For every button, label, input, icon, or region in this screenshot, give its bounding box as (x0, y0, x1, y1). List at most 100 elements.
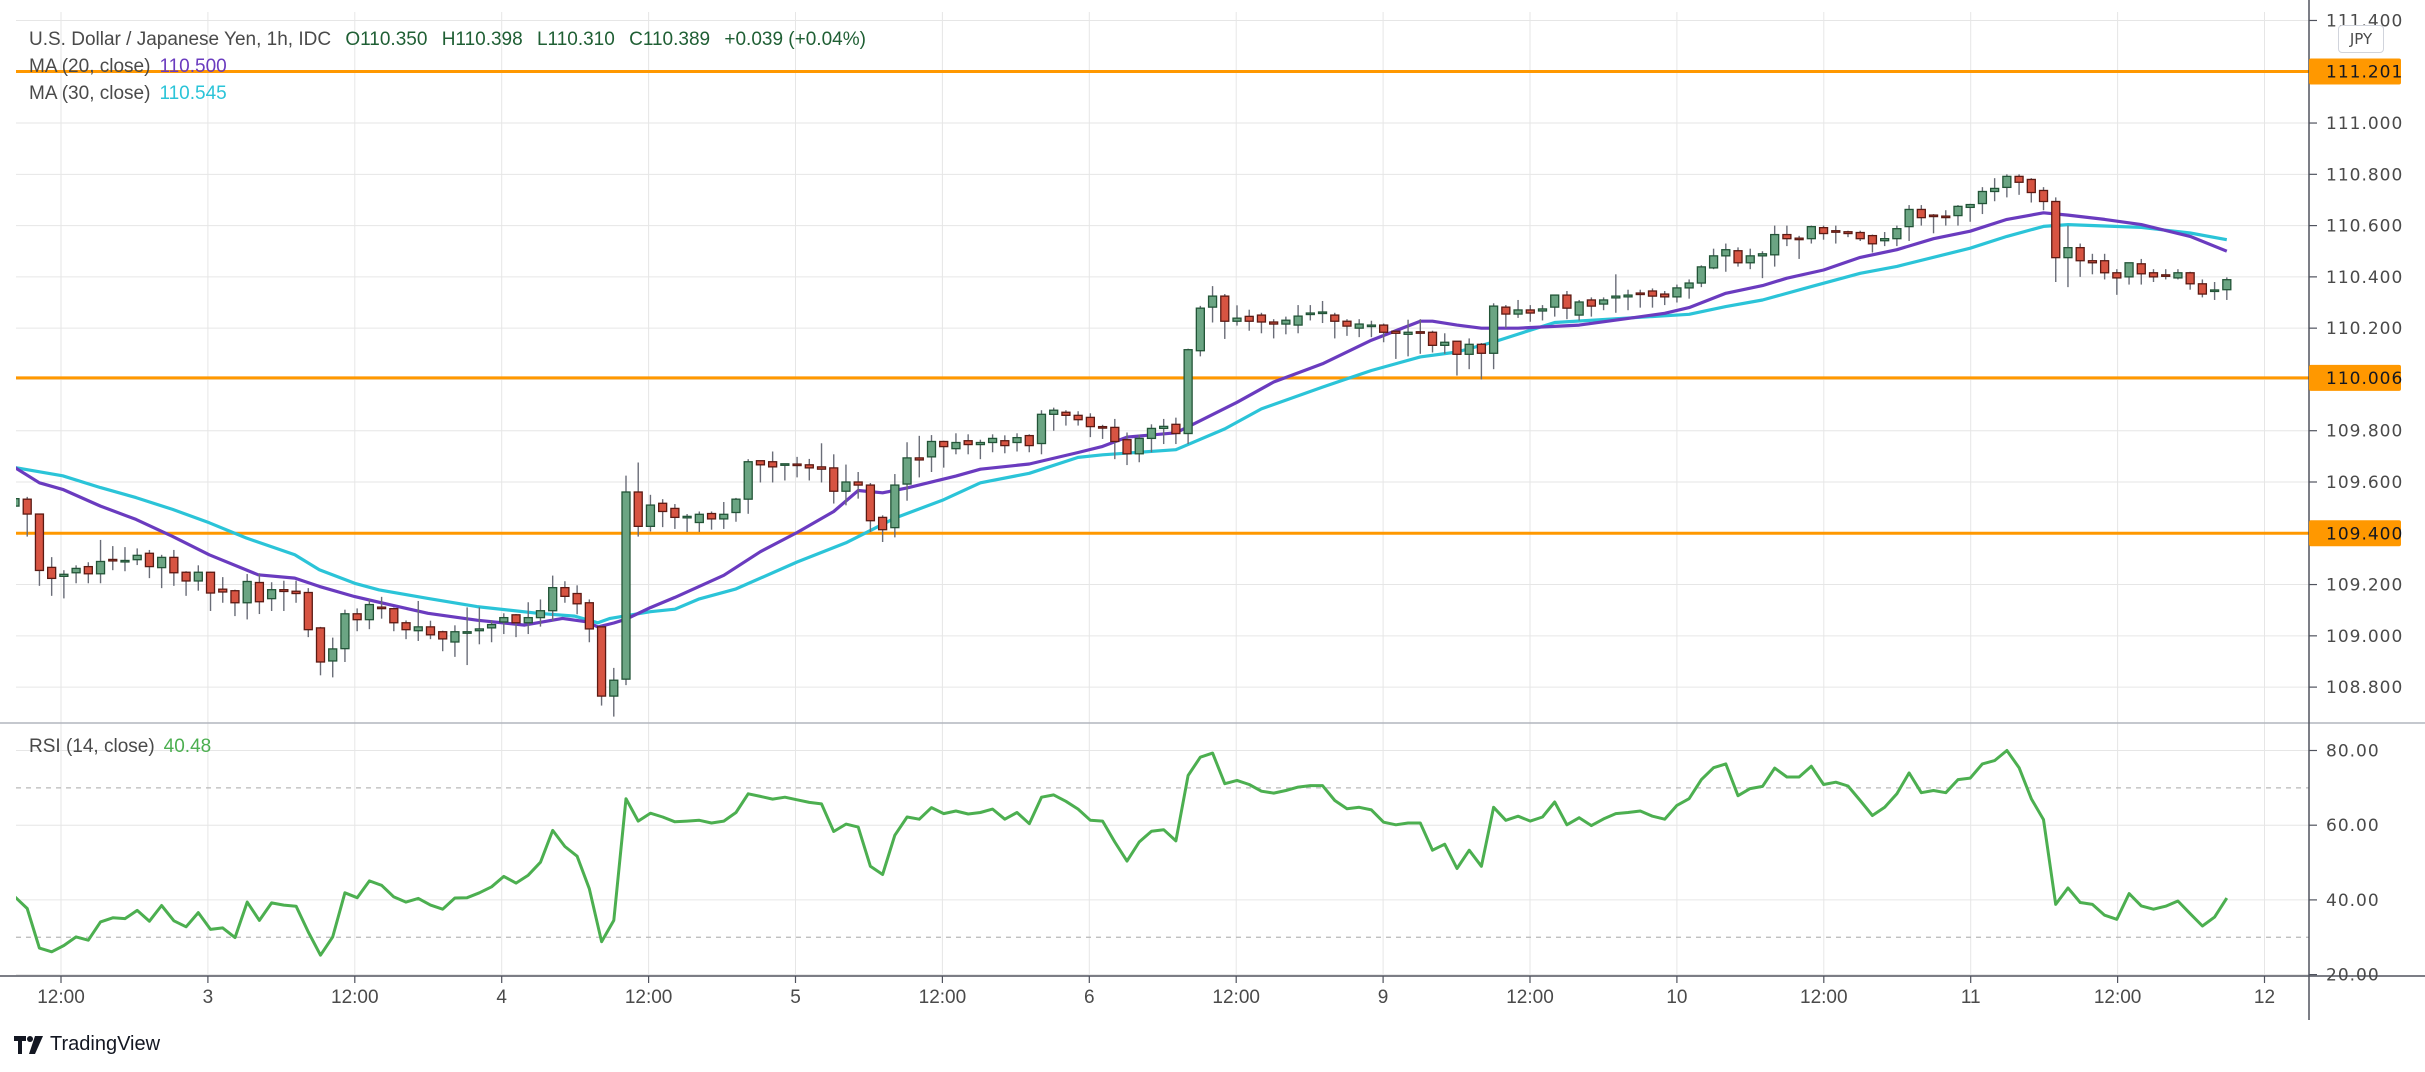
candle-body (1269, 321, 1279, 325)
candle-down (792, 456, 802, 478)
candle-body (1036, 413, 1047, 445)
candle-down (1818, 225, 1829, 240)
candle-down (2014, 174, 2024, 195)
candle-body (59, 573, 69, 578)
candle-body (841, 481, 851, 492)
candle-up (328, 637, 338, 678)
candle-body (1317, 311, 1328, 315)
candle-down (1097, 424, 1108, 439)
candle-body (1427, 331, 1438, 346)
candle-body (1488, 305, 1499, 354)
rsi-axis[interactable]: 80.00 60.00 40.00 20.00 (2309, 742, 2380, 986)
candle-down (804, 458, 814, 481)
level-price-badge (2309, 58, 2401, 85)
candle-down (144, 549, 155, 579)
candle-body (645, 504, 656, 528)
candle-down (596, 625, 607, 706)
candle-down (658, 499, 668, 528)
candle-body (340, 613, 350, 650)
price-axis-label: 109.600 (2326, 473, 2403, 493)
rsi-legend[interactable]: RSI (14, close) 40.48 (29, 736, 220, 758)
candle-down (511, 614, 521, 638)
candle-up (1146, 424, 1157, 453)
candle-down (169, 549, 179, 586)
candle-body (266, 589, 277, 600)
candle-up (71, 565, 81, 584)
tradingview-brand-text: TradingView (50, 1033, 161, 1055)
candle-body (47, 566, 57, 580)
high-value: H110.398 (441, 29, 523, 50)
candle-up (1684, 279, 1694, 299)
ma20-label: MA (20, close) (29, 56, 151, 77)
time-axis[interactable]: 12:00 3 12:00 4 12:00 5 12:00 6 12:00 9 12:00 10 12:… (37, 976, 2275, 1008)
candle-body (2075, 246, 2085, 262)
candle-body (462, 631, 472, 634)
candle-body (1562, 294, 1572, 309)
candle-body (1867, 234, 1878, 245)
price-axis-label: 110.200 (2326, 319, 2403, 339)
close-value: C110.389 (629, 29, 711, 50)
candle-body (328, 648, 338, 662)
candle-body (1000, 440, 1010, 447)
price-axis[interactable]: 111.400111.000110.800110.600110.400110.2… (2309, 11, 2403, 698)
candle-down (2038, 187, 2049, 211)
candle-down (254, 573, 265, 615)
candle-body (389, 608, 399, 624)
level-price-badge (2309, 520, 2401, 547)
candle-body (242, 580, 252, 604)
candle-up (645, 494, 656, 532)
candle-down (2136, 258, 2146, 285)
candle-up (1012, 433, 1022, 452)
candle-up (1721, 243, 1731, 272)
ma20-legend[interactable]: MA (20, close) 110.500 (29, 56, 236, 78)
candle-up (1183, 348, 1193, 445)
candle-up (719, 501, 729, 529)
time-axis-label: 12 (2254, 987, 2275, 1008)
candle-body (767, 461, 778, 468)
candle-body (2038, 189, 2049, 203)
candle-up (474, 607, 485, 645)
rsi-value: 40.48 (163, 736, 212, 757)
time-axis-label: 12:00 (331, 987, 379, 1008)
candle-body (2087, 260, 2098, 264)
candle-body (1281, 319, 1291, 325)
candle-body (926, 440, 937, 458)
candle-up (16, 498, 20, 507)
candle-up (841, 464, 851, 506)
candlestick-series (16, 174, 2232, 717)
candle-down (1330, 312, 1340, 339)
candle-body (1574, 301, 1584, 316)
rsi-series (16, 749, 2229, 957)
candle-body (1134, 437, 1144, 455)
candle-body (780, 463, 790, 466)
candle-up (951, 433, 961, 455)
tradingview-logo[interactable]: TradingView (14, 1033, 160, 1056)
horizontal-levels[interactable] (16, 70, 2309, 535)
candle-up (1696, 265, 1707, 288)
candle-down (2161, 269, 2171, 280)
candle-body (1097, 425, 1108, 429)
candle-down (401, 620, 411, 640)
candle-body (1256, 314, 1267, 323)
candle-down (315, 626, 326, 676)
candle-body (2136, 263, 2146, 275)
candle-down (584, 599, 594, 643)
currency-button[interactable]: JPY (2338, 25, 2384, 53)
candle-up (1354, 319, 1364, 338)
candle-down (1427, 330, 1438, 353)
candle-up (2063, 225, 2073, 288)
candle-up (1159, 418, 1169, 445)
candle-down (1452, 340, 1462, 376)
candle-down (865, 483, 876, 532)
candle-body (181, 571, 191, 582)
candle-body (2026, 178, 2036, 194)
candle-down (706, 511, 717, 530)
ma30-legend[interactable]: MA (30, close) 110.545 (29, 83, 236, 105)
candle-body (1635, 292, 1645, 296)
candle-body (2197, 283, 2208, 295)
candle-body (572, 592, 582, 605)
candle-body (1647, 290, 1658, 297)
symbol-title[interactable]: U.S. Dollar / Japanese Yen, 1h, IDC (29, 29, 332, 50)
candle-down (1061, 410, 1071, 426)
